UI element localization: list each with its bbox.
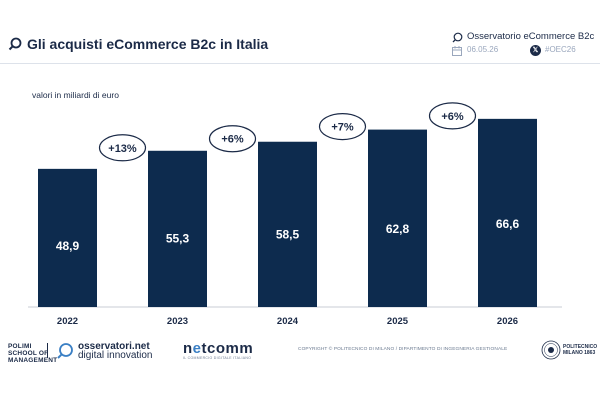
growth-bubble xyxy=(428,102,477,130)
units-label: valori in miliardi di euro xyxy=(32,90,119,100)
bar-2022 xyxy=(38,168,97,307)
logo-separator xyxy=(47,343,48,358)
growth-label: +13% xyxy=(108,143,137,155)
observatory-icon xyxy=(452,32,463,43)
netcomm-logo: netcomm xyxy=(183,340,254,357)
bar-value-label: 66,6 xyxy=(496,217,520,231)
polimi-logo: POLIMI SCHOOL OF MANAGEMENT xyxy=(8,343,58,364)
event-hashtag: #OEC26 xyxy=(545,45,576,54)
politecnico-logo-text: POLITECNICO MILANO 1863 xyxy=(563,344,598,356)
observatory-label: Osservatorio eCommerce B2c xyxy=(467,31,595,42)
bar-value-label: 62,8 xyxy=(386,222,410,236)
slide-title: Gli acquisti eCommerce B2c in Italia xyxy=(27,36,269,52)
x-social-icon: 𝕏 xyxy=(530,45,541,56)
header-divider xyxy=(0,63,600,64)
bar-value-label: 58,5 xyxy=(276,227,300,241)
calendar-icon xyxy=(452,46,462,56)
x-tick-label: 2025 xyxy=(387,316,409,327)
event-date: 06.05.26 xyxy=(467,45,499,54)
growth-bubble xyxy=(98,134,147,162)
bar-2026 xyxy=(478,118,537,307)
bar-2023 xyxy=(148,150,207,307)
x-tick-label: 2026 xyxy=(497,316,518,327)
bar-2024 xyxy=(258,141,317,307)
bar-value-label: 55,3 xyxy=(166,231,190,245)
event-meta: 06.05.26 𝕏 #OEC26 xyxy=(452,45,592,57)
osservatori-logo-tagline: digital innovation xyxy=(78,350,153,361)
bar-2025 xyxy=(368,129,427,307)
copyright-notice: COPYRIGHT © POLITECNICO DI MILANO / DIPA… xyxy=(298,347,508,352)
growth-bubble xyxy=(318,112,367,141)
x-tick-label: 2024 xyxy=(277,316,299,327)
growth-label: +6% xyxy=(221,134,244,146)
politecnico-seal-icon xyxy=(541,340,561,360)
growth-label: +7% xyxy=(331,122,354,134)
slide-footer: POLIMI SCHOOL OF MANAGEMENT osservatori.… xyxy=(0,335,600,375)
growth-label: +6% xyxy=(441,111,464,123)
osservatori-logo-icon xyxy=(57,343,73,359)
x-tick-label: 2022 xyxy=(57,316,78,327)
bar-value-label: 48,9 xyxy=(56,239,80,253)
x-tick-label: 2023 xyxy=(167,316,188,327)
growth-bubble xyxy=(208,125,257,153)
netcomm-tagline: IL COMMERCIO DIGITALE ITALIANO xyxy=(183,356,252,360)
slide-header: Gli acquisti eCommerce B2c in Italia Oss… xyxy=(0,0,600,62)
magnifier-icon xyxy=(8,37,22,51)
osservatori-logo-name: osservatori.net xyxy=(78,341,150,352)
